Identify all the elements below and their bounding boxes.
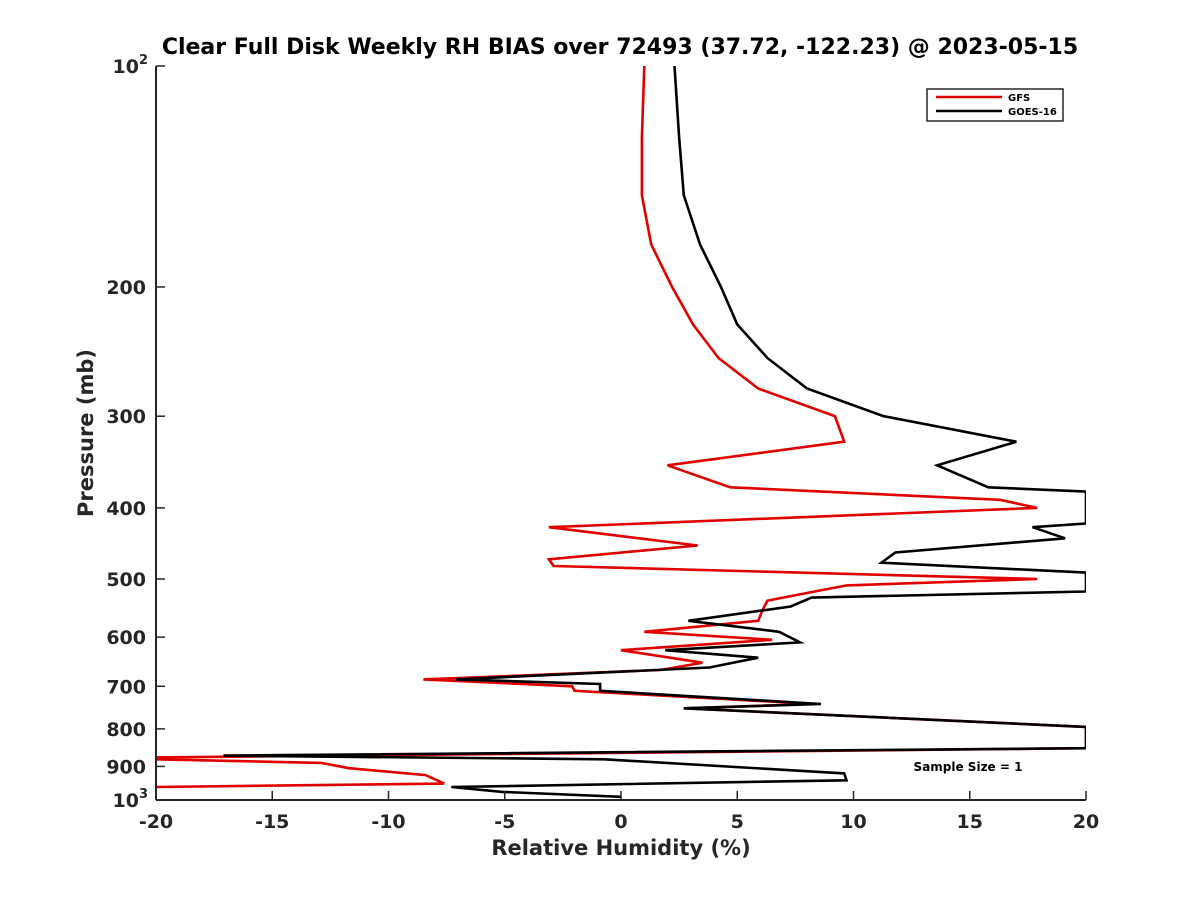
x-tick-label: -15 <box>255 811 289 833</box>
x-tick-label: 20 <box>1073 811 1099 833</box>
sample-size-annotation: Sample Size = 1 <box>914 760 1023 774</box>
series-line-goes-16 <box>223 66 1086 799</box>
x-tick-label: -20 <box>139 811 173 833</box>
legend-box <box>926 88 1064 122</box>
y-tick-label: 900 <box>106 756 146 778</box>
x-axis-label: Relative Humidity (%) <box>491 836 750 860</box>
y-tick-label: 300 <box>106 406 146 428</box>
y-tick-label: 102 <box>113 53 149 78</box>
legend: GFS GOES-16 <box>926 88 1064 122</box>
y-tick-label: 600 <box>106 627 146 649</box>
y-tick-label: 400 <box>106 498 146 520</box>
y-tick-label: 500 <box>106 569 146 591</box>
x-tick-label: 5 <box>731 811 744 833</box>
y-tick-label: 800 <box>106 719 146 741</box>
y-tick-label: 200 <box>106 277 146 299</box>
x-tick-label: 10 <box>840 811 866 833</box>
y-tick-label: 700 <box>106 676 146 698</box>
series-line-gfs <box>156 66 1086 789</box>
plot-area: -20 -15 -10 -5 0 5 10 15 20 102 200 300 400 500 600 70… <box>106 53 1099 833</box>
x-tick-label: 0 <box>614 811 627 833</box>
y-tick-label: 103 <box>113 787 149 812</box>
y-ticks: 102 200 300 400 500 600 700 800 900 103 <box>106 53 165 812</box>
x-tick-label: 15 <box>957 811 983 833</box>
legend-label: GFS <box>1008 93 1030 104</box>
y-axis-label: Pressure (mb) <box>74 349 98 517</box>
legend-label: GOES-16 <box>1008 107 1057 118</box>
x-tick-label: -5 <box>494 811 515 833</box>
series-layer <box>156 66 1086 799</box>
x-ticks: -20 -15 -10 -5 0 5 10 15 20 <box>139 791 1099 833</box>
chart-title: Clear Full Disk Weekly RH BIAS over 7249… <box>162 35 1078 60</box>
x-tick-label: -10 <box>371 811 405 833</box>
